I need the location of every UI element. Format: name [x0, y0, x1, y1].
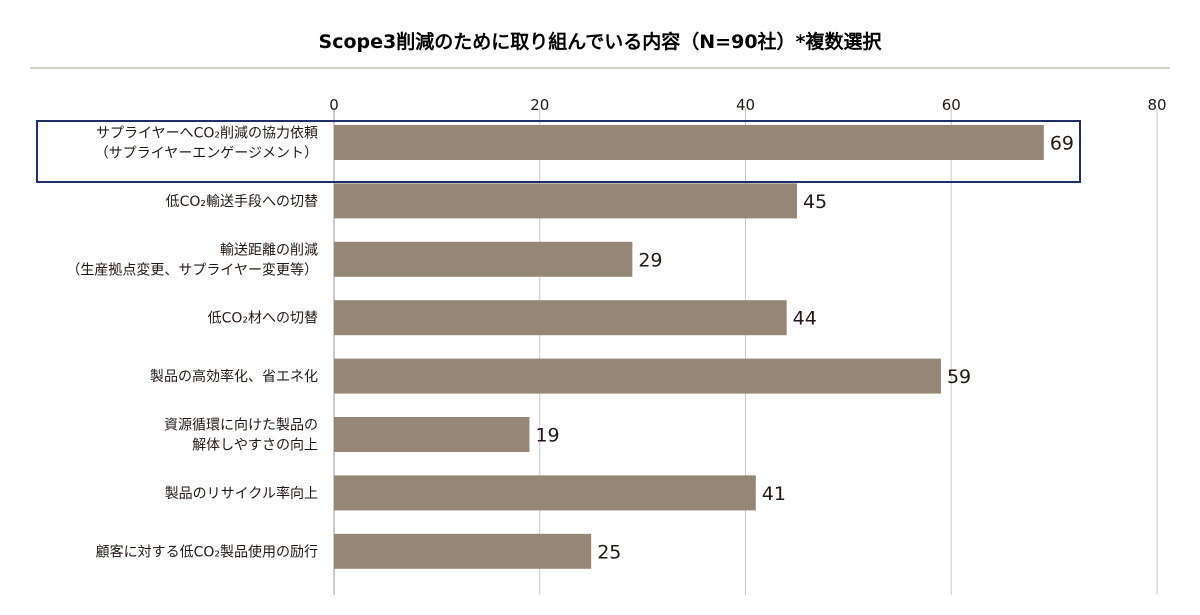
category-label: 顧客に対する低CO₂製品使用の励行	[96, 543, 318, 560]
bar	[334, 300, 787, 336]
category-label: 資源循環に向けた製品の	[164, 418, 318, 434]
x-axis-tick-labels: 0 20 40 60 80	[329, 96, 1166, 114]
bar	[334, 533, 592, 569]
category-label: 輸送距離の削減	[220, 241, 318, 258]
value-label: 69	[1050, 133, 1074, 155]
bar	[334, 475, 756, 511]
value-label: 19	[535, 425, 559, 447]
x-tick-label: 80	[1147, 96, 1166, 114]
category-labels: サプライヤーへCO₂削減の協力依頼 （サプライヤーエンゲージメント） 低CO₂輸送手…	[66, 125, 318, 561]
value-labels: 69 45 29 44 59 19 41 25	[535, 133, 1074, 564]
value-label: 45	[803, 191, 827, 213]
value-label: 25	[597, 541, 621, 563]
bar	[334, 183, 797, 219]
x-tick-label: 0	[329, 96, 339, 114]
value-label: 41	[762, 483, 786, 505]
bar	[334, 125, 1044, 160]
value-label: 59	[947, 366, 971, 388]
bar	[334, 241, 633, 277]
category-label: 低CO₂輸送手段への切替	[166, 194, 318, 210]
bar	[334, 358, 941, 394]
category-label: サプライヤーへCO₂削減の協力依頼	[96, 125, 318, 142]
x-tick-label: 60	[942, 96, 961, 114]
category-label: 製品のリサイクル率向上	[165, 485, 318, 502]
category-label: （サプライヤーエンゲージメント）	[95, 146, 318, 162]
highlight-box	[36, 120, 1081, 183]
value-label: 44	[793, 308, 817, 330]
chart-title: Scope3削減のために取り組んでいる内容（N=90社）*複数選択	[319, 30, 883, 53]
bar	[334, 417, 530, 452]
category-label: （生産拠点変更、サプライヤー変更等）	[66, 261, 318, 278]
category-label: 低CO₂材への切替	[208, 311, 318, 327]
x-tick-label: 20	[530, 96, 549, 114]
category-label: 解体しやすさの向上	[192, 438, 318, 454]
category-label: 製品の高効率化、省エネ化	[150, 368, 318, 385]
bars	[334, 125, 1044, 569]
x-tick-label: 40	[736, 96, 755, 114]
value-label: 29	[638, 249, 662, 271]
